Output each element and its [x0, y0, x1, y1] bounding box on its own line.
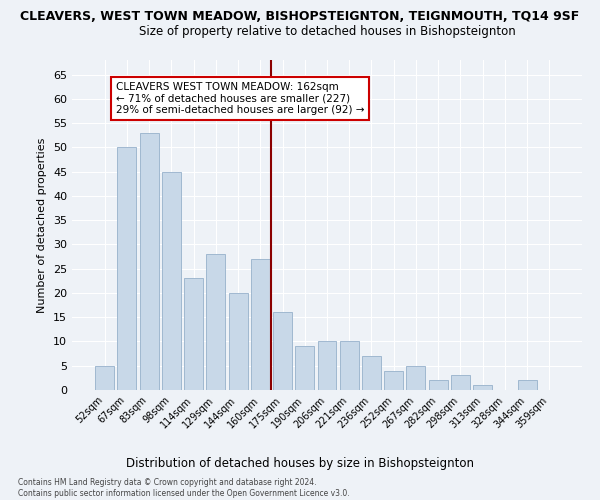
Bar [95, 366, 114, 390]
Bar [295, 346, 314, 390]
Bar [362, 356, 381, 390]
Text: Contains HM Land Registry data © Crown copyright and database right 2024.
Contai: Contains HM Land Registry data © Crown c… [18, 478, 350, 498]
Text: CLEAVERS WEST TOWN MEADOW: 162sqm
← 71% of detached houses are smaller (227)
29%: CLEAVERS WEST TOWN MEADOW: 162sqm ← 71% … [116, 82, 364, 115]
Bar [273, 312, 292, 390]
Bar [518, 380, 536, 390]
Bar [229, 293, 248, 390]
Y-axis label: Number of detached properties: Number of detached properties [37, 138, 47, 312]
Bar [451, 376, 470, 390]
Text: Distribution of detached houses by size in Bishopsteignton: Distribution of detached houses by size … [126, 458, 474, 470]
Bar [162, 172, 181, 390]
Bar [429, 380, 448, 390]
Bar [317, 342, 337, 390]
Text: CLEAVERS, WEST TOWN MEADOW, BISHOPSTEIGNTON, TEIGNMOUTH, TQ14 9SF: CLEAVERS, WEST TOWN MEADOW, BISHOPSTEIGN… [20, 10, 580, 23]
Bar [251, 259, 270, 390]
Bar [206, 254, 225, 390]
Bar [406, 366, 425, 390]
Bar [473, 385, 492, 390]
Bar [184, 278, 203, 390]
Bar [140, 133, 158, 390]
Bar [340, 342, 359, 390]
Bar [118, 148, 136, 390]
Bar [384, 370, 403, 390]
Title: Size of property relative to detached houses in Bishopsteignton: Size of property relative to detached ho… [139, 25, 515, 38]
